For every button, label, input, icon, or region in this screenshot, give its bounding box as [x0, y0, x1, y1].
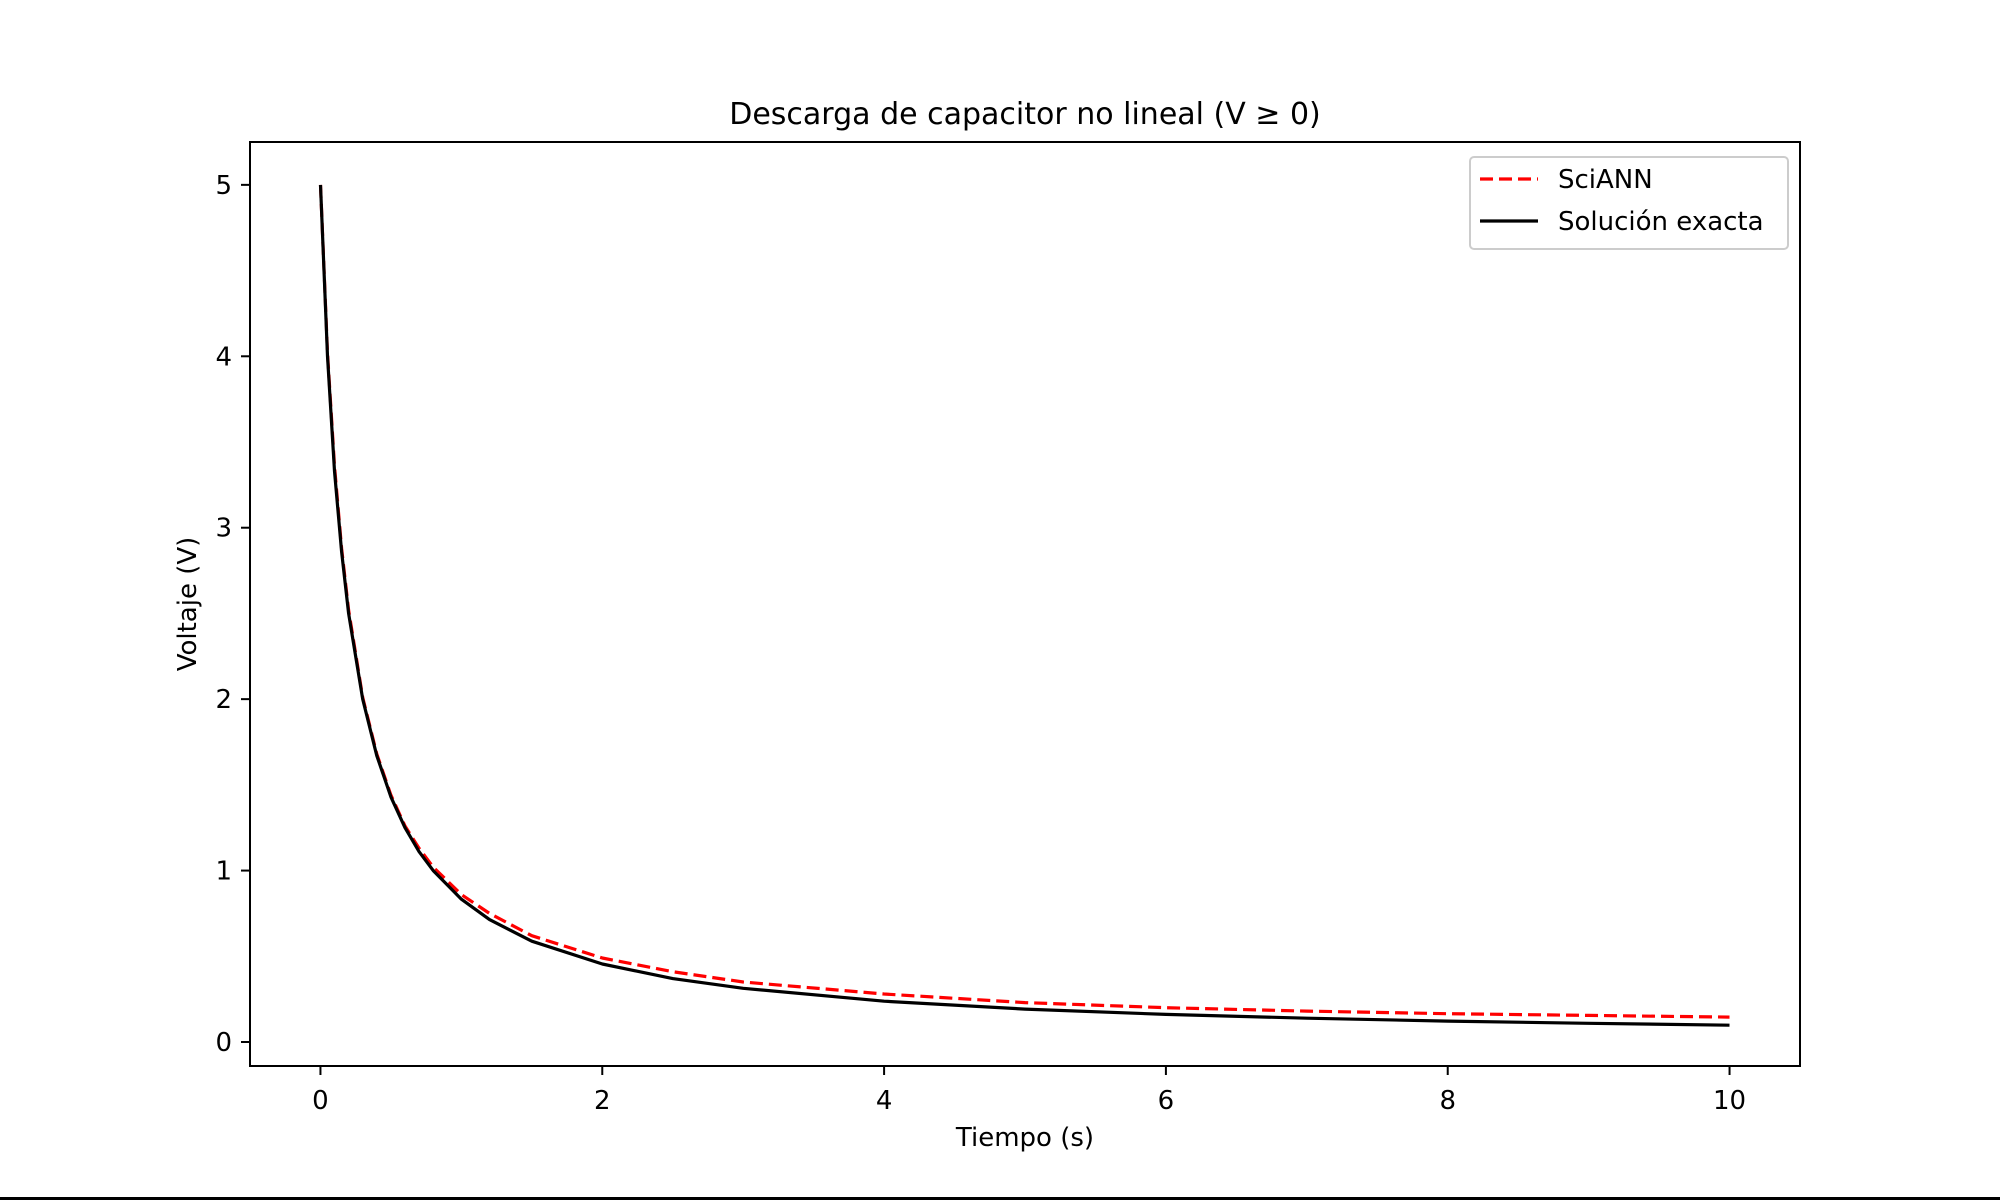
- bottom-border: [0, 1197, 2000, 1200]
- legend-label: SciANN: [1558, 165, 1653, 195]
- axes: 0 2 4 6 8 10 0 1 2 3 4 5: [215, 141, 1801, 1116]
- x-tick-label: 10: [1713, 1086, 1746, 1116]
- legend-label: Solución exacta: [1558, 207, 1764, 237]
- x-axis-label: Tiempo (s): [955, 1123, 1094, 1153]
- x-tick-label: 6: [1158, 1086, 1175, 1116]
- plot-area: [318, 184, 1730, 1027]
- y-axis-label: Voltaje (V): [173, 537, 203, 672]
- x-tick-label: 8: [1439, 1086, 1456, 1116]
- y-tick-label: 3: [215, 514, 232, 544]
- series-line-exacta: [318, 184, 1730, 1027]
- y-tick-label: 2: [215, 685, 232, 715]
- y-tick-label: 4: [215, 342, 232, 372]
- x-tick-label: 4: [876, 1086, 893, 1116]
- y-tick-label: 5: [215, 171, 232, 201]
- x-tick-label: 2: [594, 1086, 611, 1116]
- y-tick-label: 1: [215, 857, 232, 887]
- plot-frame: [249, 141, 1801, 1067]
- y-tick-label: 0: [215, 1028, 232, 1058]
- legend-box: [1469, 156, 1789, 250]
- series-line-sciann: [318, 184, 1730, 1019]
- chart-title: Descarga de capacitor no lineal (V ≥ 0): [729, 97, 1321, 132]
- legend: SciANN Solución exacta: [1469, 156, 1789, 250]
- x-tick-label: 0: [312, 1086, 329, 1116]
